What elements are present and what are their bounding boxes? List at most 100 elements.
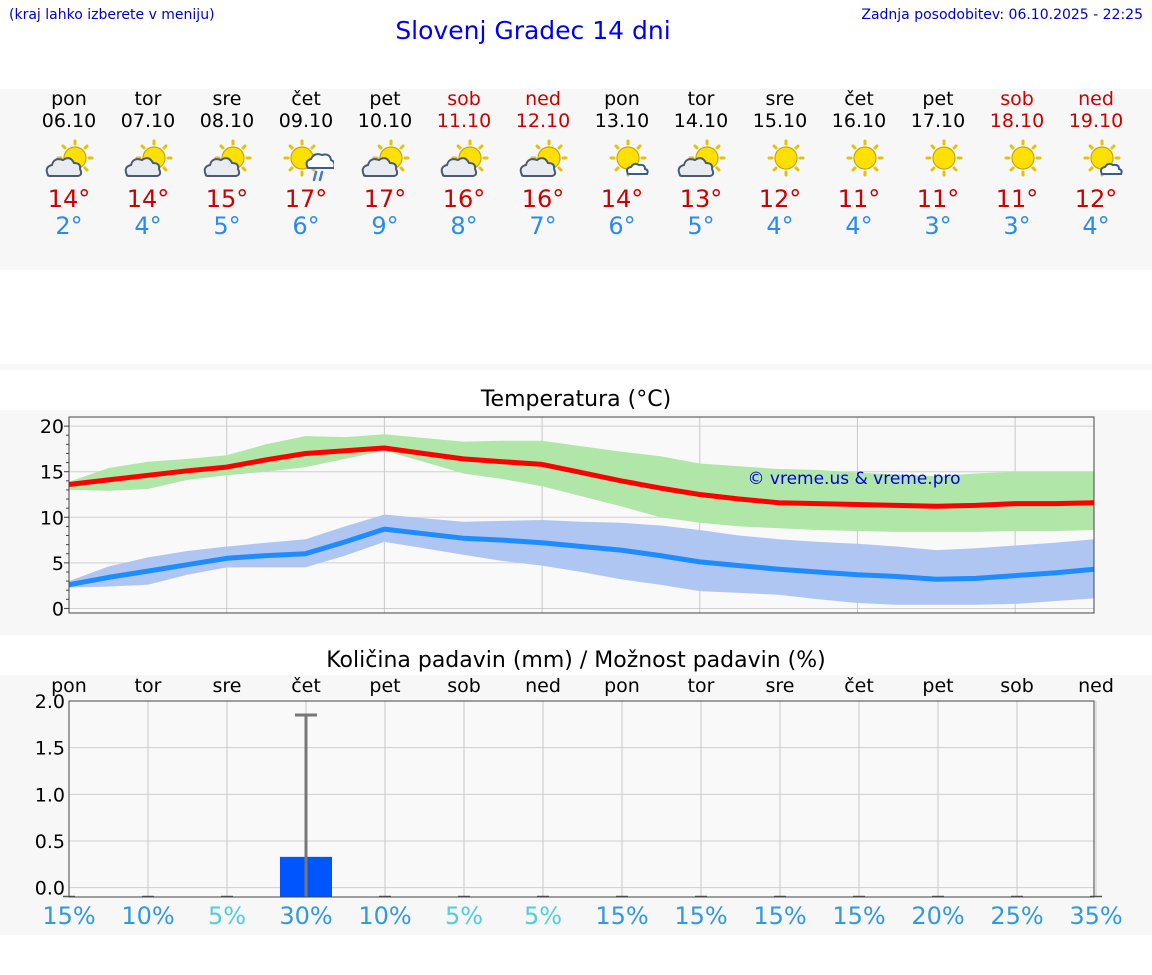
precipitation-day-label: ned	[1078, 675, 1114, 697]
precipitation-probability: 25%	[990, 902, 1044, 930]
sun-small-cloud-icon	[1057, 138, 1136, 186]
forecast-day-7: ned 12.10 16° 7°	[504, 88, 583, 240]
max-temperature: 13°	[679, 185, 723, 213]
day-date: 15.10	[752, 110, 808, 132]
day-name: čet	[844, 88, 874, 110]
day-name: sre	[212, 88, 242, 110]
temperature-chart: 0 5 10 15 20 © vreme.us & vreme.pro	[40, 416, 1095, 620]
location-menu-hint: (kraj lahko izberete v meniju)	[9, 7, 215, 23]
min-temperature-range-band	[69, 514, 1094, 605]
forecast-day-5: pet 10.10 17° 9°	[346, 88, 425, 240]
min-temperature: 4°	[1082, 212, 1110, 240]
max-temperature-range-band	[69, 434, 1094, 532]
precipitation-day-label: sre	[766, 675, 795, 697]
precipitation-probability: 15%	[595, 902, 649, 930]
forecast-day-11: čet 16.10 11° 4°	[820, 88, 899, 240]
max-temperature: 17°	[284, 185, 328, 213]
partly-cloudy-icon	[346, 138, 425, 186]
day-date: 18.10	[989, 110, 1045, 132]
day-name: sre	[765, 88, 795, 110]
day-date: 11.10	[436, 110, 492, 132]
day-name: pon	[604, 88, 640, 110]
min-temperature: 7°	[529, 212, 557, 240]
forecast-day-8: pon 13.10 14° 6°	[583, 88, 662, 240]
max-temperature: 11°	[995, 185, 1039, 213]
temperature-tick-label: 10	[40, 507, 64, 529]
precipitation-tick-label: 0.0	[35, 878, 65, 900]
min-temperature: 4°	[134, 212, 162, 240]
temperature-tick-label: 20	[40, 416, 64, 438]
precipitation-day-label: ned	[525, 675, 561, 697]
day-date: 10.10	[357, 110, 413, 132]
precipitation-tick-label: 0.5	[35, 831, 65, 853]
max-temperature: 17°	[363, 185, 407, 213]
precipitation-day-label: tor	[135, 675, 162, 697]
precipitation-probability: 15%	[42, 902, 96, 930]
day-name: ned	[525, 88, 561, 110]
min-temperature: 6°	[292, 212, 320, 240]
precipitation-tick-label: 2.0	[35, 691, 65, 713]
precipitation-probability: 15%	[753, 902, 807, 930]
min-temperature: 8°	[450, 212, 478, 240]
day-name: tor	[687, 88, 715, 110]
min-temperature: 2°	[55, 212, 83, 240]
min-temperature: 6°	[608, 212, 636, 240]
max-temperature: 12°	[1074, 185, 1118, 213]
precipitation-day-label: pet	[369, 675, 400, 697]
day-name: sob	[447, 88, 481, 110]
day-name: pon	[51, 88, 87, 110]
partly-cloudy-icon	[30, 138, 109, 186]
day-date: 16.10	[831, 110, 887, 132]
day-date: 17.10	[910, 110, 966, 132]
precipitation-day-label: tor	[688, 675, 715, 697]
day-name: sob	[1000, 88, 1034, 110]
forecast-day-3: sre 08.10 15° 5°	[188, 88, 267, 240]
max-temperature-line	[68, 445, 1095, 509]
partly-cloudy-icon	[662, 138, 741, 186]
precipitation-plot-area	[69, 701, 1094, 897]
temperature-tick-label: 15	[40, 462, 64, 484]
watermark-text: © vreme.us & vreme.pro	[747, 469, 960, 489]
day-date: 09.10	[278, 110, 334, 132]
precipitation-probability: 10%	[121, 902, 175, 930]
temperature-plot-frame	[68, 416, 1095, 614]
sun-icon	[820, 138, 899, 186]
min-temperature: 5°	[687, 212, 715, 240]
min-temperature: 4°	[845, 212, 873, 240]
partly-cloudy-icon	[109, 138, 188, 186]
precipitation-day-label: sob	[1000, 675, 1034, 697]
precipitation-probability: 30%	[279, 902, 333, 930]
max-temperature: 16°	[442, 185, 486, 213]
temperature-chart-title: Temperatura (°C)	[480, 387, 672, 412]
day-date: 12.10	[515, 110, 571, 132]
precipitation-chart: pon tor sre čet pet sob ned pon tor sre čet pet sob n…	[35, 675, 1114, 900]
forecast-day-4: čet 09.10 17° 6°	[267, 88, 346, 240]
precipitation-probability: 5%	[207, 902, 247, 930]
max-temperature: 14°	[600, 185, 644, 213]
sun-icon	[741, 138, 820, 186]
max-temperature: 12°	[758, 185, 802, 213]
min-temperature: 3°	[924, 212, 952, 240]
max-temperature: 15°	[205, 185, 249, 213]
forecast-day-10: sre 15.10 12° 4°	[741, 88, 820, 240]
day-date: 07.10	[120, 110, 176, 132]
max-temperature: 16°	[521, 185, 565, 213]
partly-cloudy-icon	[425, 138, 504, 186]
temperature-tick-label: 5	[52, 553, 64, 575]
forecast-day-6: sob 11.10 16° 8°	[425, 88, 504, 240]
forecast-day-9: tor 14.10 13° 5°	[662, 88, 741, 240]
precipitation-probability: 15%	[674, 902, 728, 930]
day-date: 14.10	[673, 110, 729, 132]
day-date: 08.10	[199, 110, 255, 132]
precipitation-tick-label: 1.0	[35, 784, 65, 806]
precipitation-probability: 20%	[911, 902, 965, 930]
precipitation-probability: 10%	[358, 902, 412, 930]
precipitation-probability: 5%	[523, 902, 563, 930]
last-update-label: Zadnja posodobitev: 06.10.2025 - 22:25	[861, 7, 1143, 23]
min-temperature-line	[68, 526, 1095, 588]
partly-cloudy-icon	[188, 138, 267, 186]
forecast-strip-background	[0, 89, 1152, 270]
day-date: 13.10	[594, 110, 650, 132]
precipitation-day-label: sre	[213, 675, 242, 697]
sun-cloud-rain-icon	[267, 138, 346, 186]
